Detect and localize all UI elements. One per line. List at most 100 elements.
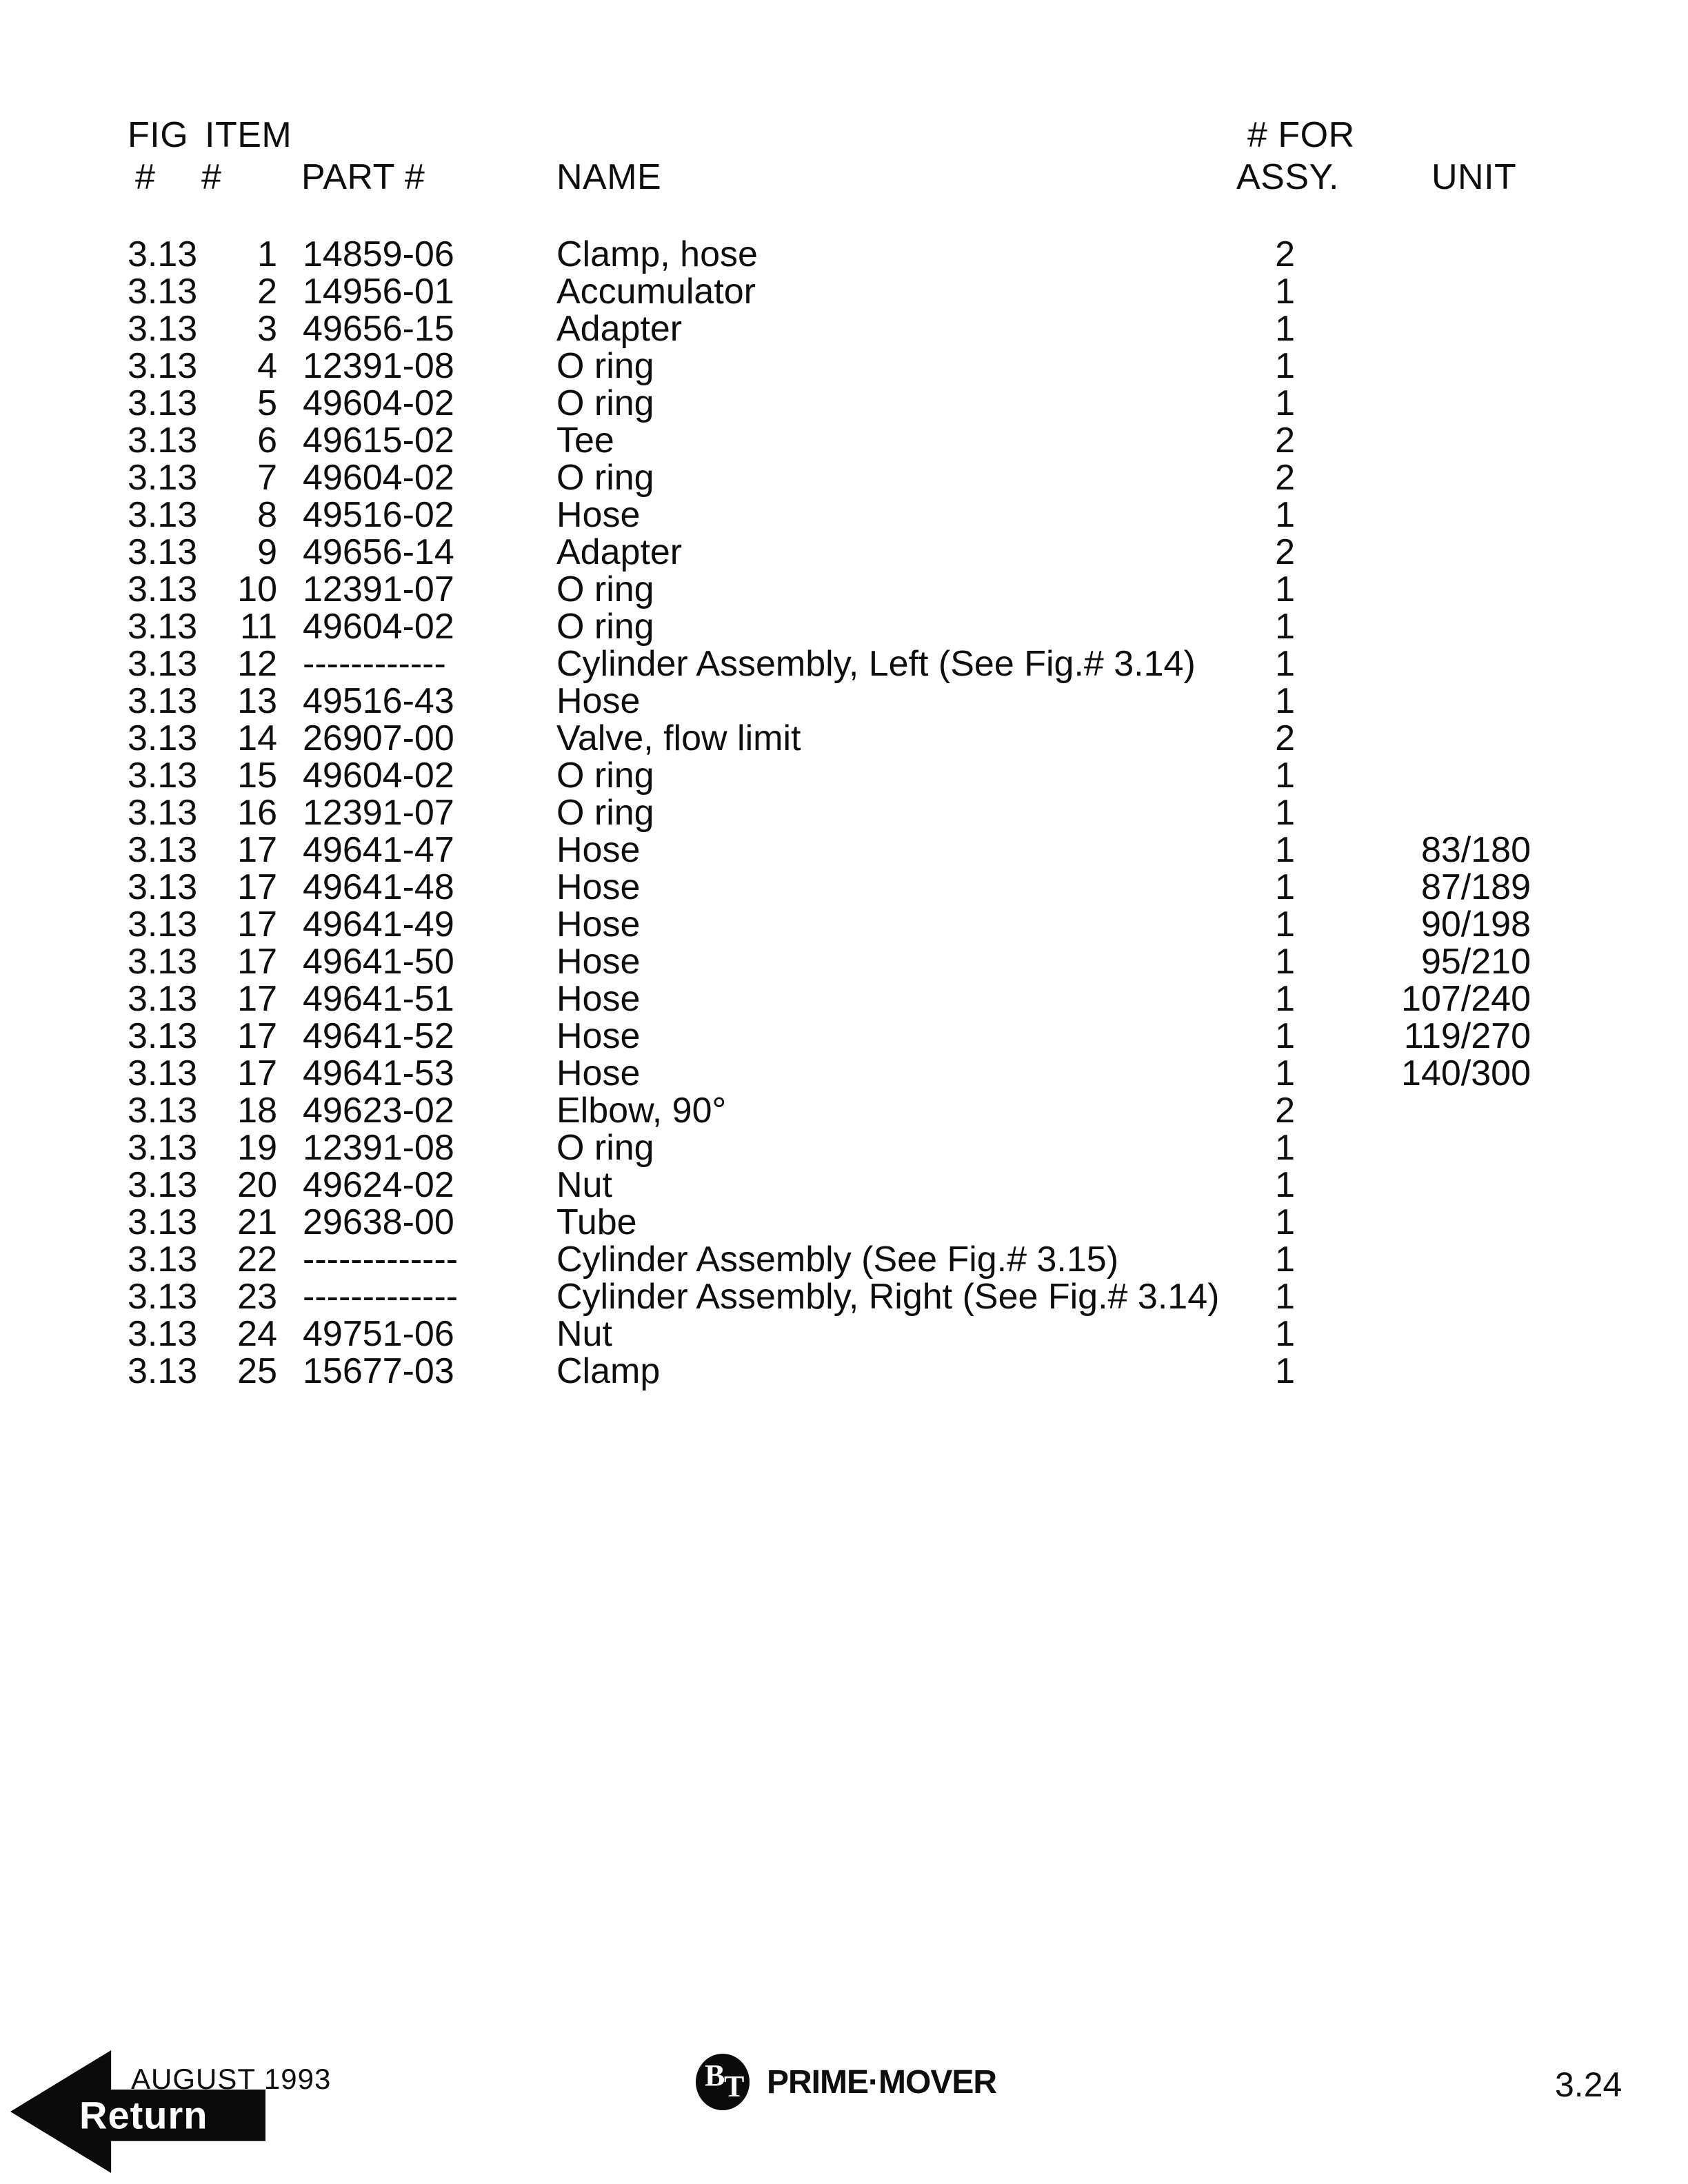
fig-number: 3.13 <box>128 346 198 386</box>
table-row: 3.13 23 ------------- Cylinder Assembly,… <box>128 1278 1531 1315</box>
fig-number: 3.13 <box>128 756 198 796</box>
item-number: 5 <box>257 383 277 423</box>
table-row: 3.13 19 12391-08 O ring 1 <box>128 1129 1531 1166</box>
footer-date: AUGUST 1993 <box>131 2063 332 2095</box>
qty-for-assy: 1 <box>1275 495 1295 535</box>
item-number: 17 <box>237 942 277 982</box>
fig-number: 3.13 <box>128 942 198 982</box>
unit-length <box>1295 385 1531 422</box>
part-number: 26907-00 <box>303 718 454 758</box>
part-name: O ring <box>556 569 654 609</box>
fig-number: 3.13 <box>128 793 198 833</box>
fig-number: 3.13 <box>128 1091 198 1131</box>
item-number: 14 <box>237 718 277 758</box>
part-name: Tube <box>556 1202 637 1242</box>
part-number: 49641-52 <box>303 1016 454 1056</box>
qty-for-assy: 1 <box>1275 867 1295 907</box>
qty-for-assy: 1 <box>1275 942 1295 982</box>
qty-for-assy: 1 <box>1275 1053 1295 1093</box>
part-name: Hose <box>556 1016 641 1056</box>
table-row: 3.13 17 49641-51 Hose 1 107/240 <box>128 980 1531 1018</box>
unit-length <box>1295 720 1531 757</box>
item-number: 8 <box>257 495 277 535</box>
part-number: 49641-53 <box>303 1053 454 1093</box>
unit-length: 90/198 <box>1420 904 1531 944</box>
col-header-name: NAME <box>556 157 662 197</box>
item-number: 18 <box>237 1091 277 1131</box>
item-number: 17 <box>237 904 277 944</box>
table-row: 3.13 11 49604-02 O ring 1 <box>128 608 1531 645</box>
col-header-assy: ASSY. <box>1236 157 1339 197</box>
part-number: 29638-00 <box>303 1202 454 1242</box>
unit-length <box>1295 1353 1531 1390</box>
fig-number: 3.13 <box>128 1240 198 1280</box>
part-number: 49656-15 <box>303 309 454 349</box>
return-button-label: Return <box>79 2093 208 2137</box>
table-row: 3.13 15 49604-02 O ring 1 <box>128 757 1531 794</box>
part-number: 12391-07 <box>303 793 454 833</box>
unit-length <box>1295 273 1531 310</box>
qty-for-assy: 1 <box>1275 979 1295 1019</box>
unit-length: 140/300 <box>1401 1053 1531 1093</box>
item-number: 17 <box>237 1053 277 1093</box>
part-name: Nut <box>556 1165 612 1205</box>
unit-length <box>1295 682 1531 720</box>
unit-length <box>1295 236 1531 273</box>
col-header-for-assy: # FOR <box>1247 115 1355 155</box>
qty-for-assy: 1 <box>1275 644 1295 684</box>
part-name: O ring <box>556 1128 654 1168</box>
part-number: 49751-06 <box>303 1314 454 1354</box>
part-name: Elbow, 90° <box>556 1091 727 1131</box>
part-name: O ring <box>556 607 654 647</box>
unit-length: 95/210 <box>1420 942 1531 982</box>
fig-number: 3.13 <box>128 383 198 423</box>
part-number: ------------- <box>303 1277 459 1317</box>
part-name: Hose <box>556 1053 641 1093</box>
part-number: ------------- <box>303 1240 459 1280</box>
unit-length <box>1295 794 1531 831</box>
qty-for-assy: 1 <box>1275 830 1295 870</box>
item-number: 9 <box>257 532 277 572</box>
fig-number: 3.13 <box>128 607 198 647</box>
part-name: Adapter <box>556 309 683 349</box>
part-name: O ring <box>556 458 654 498</box>
qty-for-assy: 2 <box>1275 421 1295 461</box>
col-header-fig: FIG <box>128 115 189 155</box>
part-number: 49624-02 <box>303 1165 454 1205</box>
item-number: 10 <box>237 569 277 609</box>
part-name: Hose <box>556 830 641 870</box>
fig-number: 3.13 <box>128 234 198 274</box>
part-number: 49516-02 <box>303 495 454 535</box>
part-name: Hose <box>556 904 641 944</box>
qty-for-assy: 1 <box>1275 1277 1295 1317</box>
qty-for-assy: 2 <box>1275 532 1295 572</box>
qty-for-assy: 1 <box>1275 272 1295 312</box>
qty-for-assy: 1 <box>1275 1202 1295 1242</box>
part-number: 49604-02 <box>303 383 454 423</box>
fig-number: 3.13 <box>128 979 198 1019</box>
item-number: 2 <box>257 272 277 312</box>
fig-number: 3.13 <box>128 421 198 461</box>
unit-length <box>1295 496 1531 534</box>
table-row: 3.13 24 49751-06 Nut 1 <box>128 1315 1531 1353</box>
table-row: 3.13 6 49615-02 Tee 2 <box>128 422 1531 459</box>
part-name: Valve, flow limit <box>556 718 801 758</box>
table-row: 3.13 3 49656-15 Adapter 1 <box>128 310 1531 347</box>
col-header-item: ITEM <box>205 115 292 155</box>
part-number: 49656-14 <box>303 532 454 572</box>
qty-for-assy: 1 <box>1275 346 1295 386</box>
part-number: 12391-07 <box>303 569 454 609</box>
unit-length <box>1295 422 1531 459</box>
item-number: 17 <box>237 830 277 870</box>
item-number: 19 <box>237 1128 277 1168</box>
item-number: 22 <box>237 1240 277 1280</box>
item-number: 24 <box>237 1314 277 1354</box>
part-number: 14859-06 <box>303 234 454 274</box>
table-row: 3.13 9 49656-14 Adapter 2 <box>128 534 1531 571</box>
table-row: 3.13 17 49641-49 Hose 1 90/198 <box>128 906 1531 943</box>
part-number: 49641-49 <box>303 904 454 944</box>
part-number: 49615-02 <box>303 421 454 461</box>
col-header-fig-hash: # <box>135 157 156 197</box>
item-number: 25 <box>237 1351 277 1391</box>
